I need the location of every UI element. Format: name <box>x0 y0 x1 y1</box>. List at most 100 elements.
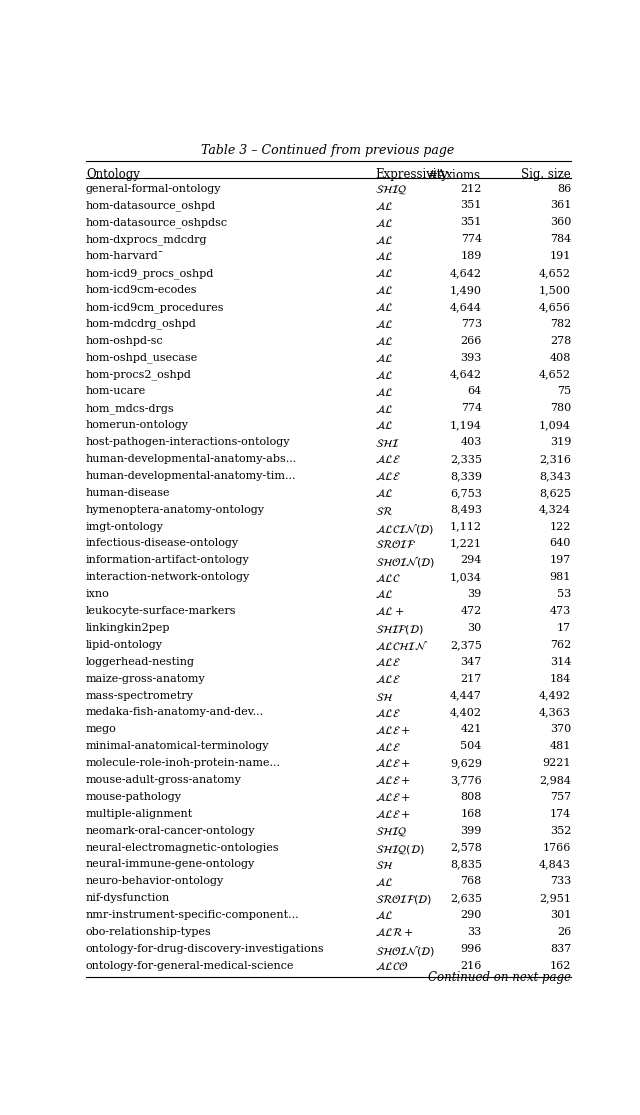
Text: $\mathcal{ALCO}$: $\mathcal{ALCO}$ <box>375 961 409 972</box>
Text: ontology-for-drug-discovery-investigations: ontology-for-drug-discovery-investigatio… <box>86 944 324 954</box>
Text: 1766: 1766 <box>543 843 571 853</box>
Text: mouse-pathology: mouse-pathology <box>86 792 182 802</box>
Text: 8,339: 8,339 <box>450 471 482 481</box>
Text: Ontology: Ontology <box>86 168 140 181</box>
Text: 780: 780 <box>550 404 571 414</box>
Text: $\mathcal{AL}$: $\mathcal{AL}$ <box>375 217 394 229</box>
Text: $\mathcal{SHI}$: $\mathcal{SHI}$ <box>375 437 400 449</box>
Text: 168: 168 <box>460 808 482 818</box>
Text: Continued on next page: Continued on next page <box>428 971 571 983</box>
Text: $\mathcal{AL}$: $\mathcal{AL}$ <box>375 251 394 262</box>
Text: 762: 762 <box>550 640 571 650</box>
Text: 640: 640 <box>550 539 571 549</box>
Text: information-artifact-ontology: information-artifact-ontology <box>86 555 250 565</box>
Text: $\mathcal{SHIF}(\mathcal{D})$: $\mathcal{SHIF}(\mathcal{D})$ <box>375 623 424 636</box>
Text: hom-icd9_procs_oshpd: hom-icd9_procs_oshpd <box>86 268 214 279</box>
Text: $\mathcal{AL}$: $\mathcal{AL}$ <box>375 352 394 363</box>
Text: $\mathcal{AL}+$: $\mathcal{AL}+$ <box>375 607 404 618</box>
Text: lipid-ontology: lipid-ontology <box>86 640 163 650</box>
Text: 2,375: 2,375 <box>450 640 482 650</box>
Text: minimal-anatomical-terminology: minimal-anatomical-terminology <box>86 741 269 752</box>
Text: leukocyte-surface-markers: leukocyte-surface-markers <box>86 607 236 615</box>
Text: neural-electromagnetic-ontologies: neural-electromagnetic-ontologies <box>86 843 280 853</box>
Text: hom_mdcs-drgs: hom_mdcs-drgs <box>86 404 175 414</box>
Text: 75: 75 <box>557 387 571 396</box>
Text: $\mathcal{AL}$: $\mathcal{AL}$ <box>375 387 394 398</box>
Text: hom-datasource_oshpd: hom-datasource_oshpd <box>86 201 216 211</box>
Text: $\mathcal{ALE}$: $\mathcal{ALE}$ <box>375 673 401 685</box>
Text: $\mathcal{AL}$: $\mathcal{AL}$ <box>375 876 394 888</box>
Text: 122: 122 <box>550 522 571 532</box>
Text: hom-datasource_oshpdsc: hom-datasource_oshpdsc <box>86 217 228 229</box>
Text: 347: 347 <box>461 657 482 667</box>
Text: 2,951: 2,951 <box>539 893 571 903</box>
Text: $\mathcal{ALCHIN}$: $\mathcal{ALCHIN}$ <box>375 640 428 652</box>
Text: 472: 472 <box>461 607 482 615</box>
Text: $\mathcal{AL}$: $\mathcal{AL}$ <box>375 369 394 381</box>
Text: 421: 421 <box>460 725 482 735</box>
Text: 4,324: 4,324 <box>539 505 571 515</box>
Text: 26: 26 <box>557 927 571 937</box>
Text: 189: 189 <box>460 251 482 261</box>
Text: 278: 278 <box>550 336 571 346</box>
Text: 2,316: 2,316 <box>539 454 571 464</box>
Text: 17: 17 <box>557 623 571 633</box>
Text: ixno: ixno <box>86 589 109 599</box>
Text: 4,447: 4,447 <box>450 690 482 700</box>
Text: $\mathcal{ALE}+$: $\mathcal{ALE}+$ <box>375 775 411 786</box>
Text: host-pathogen-interactions-ontology: host-pathogen-interactions-ontology <box>86 437 291 447</box>
Text: ontology-for-general-medical-science: ontology-for-general-medical-science <box>86 961 294 971</box>
Text: 473: 473 <box>550 607 571 615</box>
Text: $\mathcal{ALR}+$: $\mathcal{ALR}+$ <box>375 927 414 939</box>
Text: hom-icd9cm_procedures: hom-icd9cm_procedures <box>86 302 225 312</box>
Text: Expressivity: Expressivity <box>375 168 448 181</box>
Text: 9221: 9221 <box>543 758 571 768</box>
Text: 393: 393 <box>460 352 482 362</box>
Text: 504: 504 <box>460 741 482 752</box>
Text: 2,578: 2,578 <box>450 843 482 853</box>
Text: $\mathcal{AL}$: $\mathcal{AL}$ <box>375 302 394 313</box>
Text: 301: 301 <box>550 910 571 920</box>
Text: 782: 782 <box>550 319 571 329</box>
Text: 53: 53 <box>557 589 571 599</box>
Text: $\mathcal{ALE}$: $\mathcal{ALE}$ <box>375 657 401 668</box>
Text: 4,656: 4,656 <box>539 302 571 312</box>
Text: imgt-ontology: imgt-ontology <box>86 522 164 532</box>
Text: 981: 981 <box>550 572 571 582</box>
Text: 4,652: 4,652 <box>539 369 571 379</box>
Text: $\mathcal{AL}$: $\mathcal{AL}$ <box>375 910 394 921</box>
Text: $\mathcal{ALC}$: $\mathcal{ALC}$ <box>375 572 401 583</box>
Text: 4,363: 4,363 <box>539 707 571 717</box>
Text: 4,642: 4,642 <box>450 369 482 379</box>
Text: human-disease: human-disease <box>86 487 170 497</box>
Text: 733: 733 <box>550 876 571 886</box>
Text: neural-immune-gene-ontology: neural-immune-gene-ontology <box>86 860 255 870</box>
Text: medaka-fish-anatomy-and-dev...: medaka-fish-anatomy-and-dev... <box>86 707 264 717</box>
Text: human-developmental-anatomy-tim...: human-developmental-anatomy-tim... <box>86 471 296 481</box>
Text: hom-ucare: hom-ucare <box>86 387 146 396</box>
Text: 351: 351 <box>460 217 482 227</box>
Text: 1,112: 1,112 <box>450 522 482 532</box>
Text: 64: 64 <box>467 387 482 396</box>
Text: $\mathcal{ALE}+$: $\mathcal{ALE}+$ <box>375 792 411 803</box>
Text: mego: mego <box>86 725 116 735</box>
Text: 774: 774 <box>461 404 482 414</box>
Text: 4,843: 4,843 <box>539 860 571 870</box>
Text: 2,335: 2,335 <box>450 454 482 464</box>
Text: hom-mdcdrg_oshpd: hom-mdcdrg_oshpd <box>86 319 197 330</box>
Text: 4,402: 4,402 <box>450 707 482 717</box>
Text: $\mathcal{SHOIN}(\mathcal{D})$: $\mathcal{SHOIN}(\mathcal{D})$ <box>375 944 435 958</box>
Text: maize-gross-anatomy: maize-gross-anatomy <box>86 673 205 683</box>
Text: hom-oshpd-sc: hom-oshpd-sc <box>86 336 164 346</box>
Text: 2,635: 2,635 <box>450 893 482 903</box>
Text: $\mathcal{SH}$: $\mathcal{SH}$ <box>375 690 394 702</box>
Text: $\mathcal{SH}$: $\mathcal{SH}$ <box>375 860 394 872</box>
Text: obo-relationship-types: obo-relationship-types <box>86 927 212 937</box>
Text: 197: 197 <box>550 555 571 565</box>
Text: 86: 86 <box>557 184 571 194</box>
Text: homerun-ontology: homerun-ontology <box>86 420 189 430</box>
Text: $\mathcal{ALE}$: $\mathcal{ALE}$ <box>375 707 401 719</box>
Text: 360: 360 <box>550 217 571 227</box>
Text: human-developmental-anatomy-abs...: human-developmental-anatomy-abs... <box>86 454 297 464</box>
Text: interaction-network-ontology: interaction-network-ontology <box>86 572 250 582</box>
